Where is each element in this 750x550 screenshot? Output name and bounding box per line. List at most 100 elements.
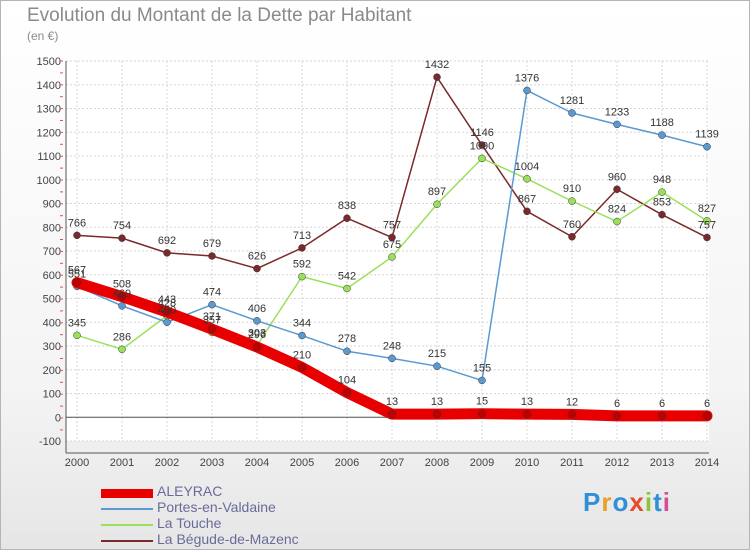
data-label-la-touche: 286 <box>113 331 131 343</box>
x-tick-label: 2003 <box>200 457 224 469</box>
data-point-la-begude-de-mazenc <box>523 207 531 216</box>
y-tick-label: 300 <box>43 341 61 353</box>
data-label-portes-en-valdaine: 469 <box>113 288 131 300</box>
legend-label: La Bégude-de-Mazenc <box>157 531 299 547</box>
data-label-la-touche: 1090 <box>470 140 494 152</box>
legend-item-aleyrac: ALEYRAC <box>101 483 361 501</box>
data-point-la-touche <box>118 345 126 354</box>
data-point-la-touche <box>523 175 531 183</box>
chart-title: Evolution du Montant de la Dette par Hab… <box>27 5 412 26</box>
data-label-la-begude-de-mazenc: 679 <box>203 238 221 250</box>
data-point-portes-en-valdaine <box>658 131 666 139</box>
data-point-portes-en-valdaine <box>613 120 621 129</box>
grid <box>66 60 709 442</box>
data-point-aleyrac <box>387 409 397 419</box>
x-tick-label: 2008 <box>425 457 449 469</box>
data-label-portes-en-valdaine: 551 <box>68 268 86 280</box>
data-point-portes-en-valdaine <box>568 109 576 117</box>
data-label-aleyrac: 6 <box>659 398 665 410</box>
chart-unit-label: (en €) <box>27 29 59 43</box>
y-tick-label: 1400 <box>37 80 61 92</box>
data-point-la-begude-de-mazenc <box>568 233 576 241</box>
legend-label: La Touche <box>157 515 222 531</box>
data-label-la-begude-de-mazenc: 838 <box>338 200 356 212</box>
data-point-aleyrac <box>702 411 712 421</box>
data-label-la-touche: 827 <box>698 203 716 215</box>
legend-swatch-aleyrac <box>101 489 153 498</box>
data-point-aleyrac <box>522 409 532 419</box>
data-point-aleyrac <box>657 411 667 421</box>
data-label-la-begude-de-mazenc: 757 <box>698 219 716 231</box>
legend-item-portes-en-valdaine: Portes-en-Valdaine <box>101 499 361 517</box>
data-label-portes-en-valdaine: 215 <box>428 348 446 360</box>
data-point-portes-en-valdaine <box>703 142 711 151</box>
data-point-portes-en-valdaine <box>253 317 261 325</box>
data-label-aleyrac: 13 <box>386 396 398 408</box>
data-labels: 766 754 692 679 626 713 838 757 1432 1146 867 760 96… <box>68 59 719 410</box>
data-label-portes-en-valdaine: 1376 <box>515 72 539 84</box>
data-label-la-begude-de-mazenc: 757 <box>383 219 401 231</box>
data-label-aleyrac: 371 <box>203 311 221 323</box>
data-point-la-touche <box>478 154 486 163</box>
data-label-portes-en-valdaine: 1281 <box>560 95 584 107</box>
data-label-portes-en-valdaine: 474 <box>203 287 221 299</box>
data-label-portes-en-valdaine: 278 <box>338 333 356 345</box>
data-label-portes-en-valdaine: 344 <box>293 318 311 330</box>
data-point-aleyrac <box>252 342 262 352</box>
y-tick-label: 100 <box>43 389 61 401</box>
data-point-portes-en-valdaine <box>478 376 486 385</box>
data-label-la-begude-de-mazenc: 960 <box>608 171 626 183</box>
data-label-la-touche: 303 <box>248 327 266 339</box>
x-tick-label: 2012 <box>605 457 629 469</box>
data-point-la-touche <box>73 331 81 340</box>
data-point-portes-en-valdaine <box>343 347 351 355</box>
data-point-aleyrac <box>72 278 82 287</box>
data-label-la-touche: 357 <box>203 314 221 326</box>
y-tick-label: 0 <box>55 412 61 424</box>
data-point-la-begude-de-mazenc <box>73 231 81 240</box>
data-label-aleyrac: 443 <box>158 294 176 306</box>
data-label-portes-en-valdaine: 248 <box>383 340 401 352</box>
data-point-portes-en-valdaine <box>523 86 531 95</box>
data-point-aleyrac <box>567 410 577 419</box>
data-label-la-begude-de-mazenc: 867 <box>518 193 536 205</box>
data-point-la-begude-de-mazenc <box>388 233 396 242</box>
data-point-aleyrac <box>432 409 442 419</box>
data-point-aleyrac <box>477 409 487 418</box>
data-label-portes-en-valdaine: 1188 <box>650 117 674 129</box>
legend-label: ALEYRAC <box>157 483 223 499</box>
x-tick-label: 2013 <box>650 457 674 469</box>
data-label-la-touche: 428 <box>158 298 176 310</box>
y-tick-label: 1500 <box>37 56 61 68</box>
data-label-aleyrac: 210 <box>293 349 311 361</box>
y-tick-label: 1100 <box>37 151 61 163</box>
data-point-la-begude-de-mazenc <box>433 73 441 81</box>
data-point-la-begude-de-mazenc <box>658 210 666 219</box>
data-label-portes-en-valdaine: 1233 <box>605 106 629 118</box>
data-label-la-touche: 948 <box>653 174 671 186</box>
data-label-la-begude-de-mazenc: 754 <box>113 220 131 232</box>
data-label-la-touche: 897 <box>428 186 446 198</box>
x-tick-label: 2001 <box>110 457 134 469</box>
data-label-aleyrac: 296 <box>248 329 266 341</box>
y-tick-label: -100 <box>39 436 61 448</box>
legend-label: Portes-en-Valdaine <box>157 499 276 515</box>
data-point-la-begude-de-mazenc <box>343 214 351 222</box>
legend-item-la-begude-de-mazenc: La Bégude-de-Mazenc <box>101 531 361 549</box>
legend-swatch-la-touche <box>101 524 153 526</box>
data-label-portes-en-valdaine: 406 <box>248 303 266 315</box>
data-label-portes-en-valdaine: 400 <box>158 304 176 316</box>
data-label-aleyrac: 104 <box>338 375 356 387</box>
data-point-la-touche <box>343 284 351 293</box>
data-point-la-begude-de-mazenc <box>478 141 486 149</box>
x-tick-label: 2004 <box>245 457 269 469</box>
data-point-la-touche <box>703 217 711 225</box>
y-tick-label: 700 <box>43 246 61 258</box>
data-label-aleyrac: 12 <box>566 396 578 408</box>
data-point-aleyrac <box>207 324 217 334</box>
legend-swatch-portes-en-valdaine <box>101 508 153 510</box>
y-tick-label: 800 <box>43 222 61 234</box>
data-point-la-touche <box>433 200 441 208</box>
